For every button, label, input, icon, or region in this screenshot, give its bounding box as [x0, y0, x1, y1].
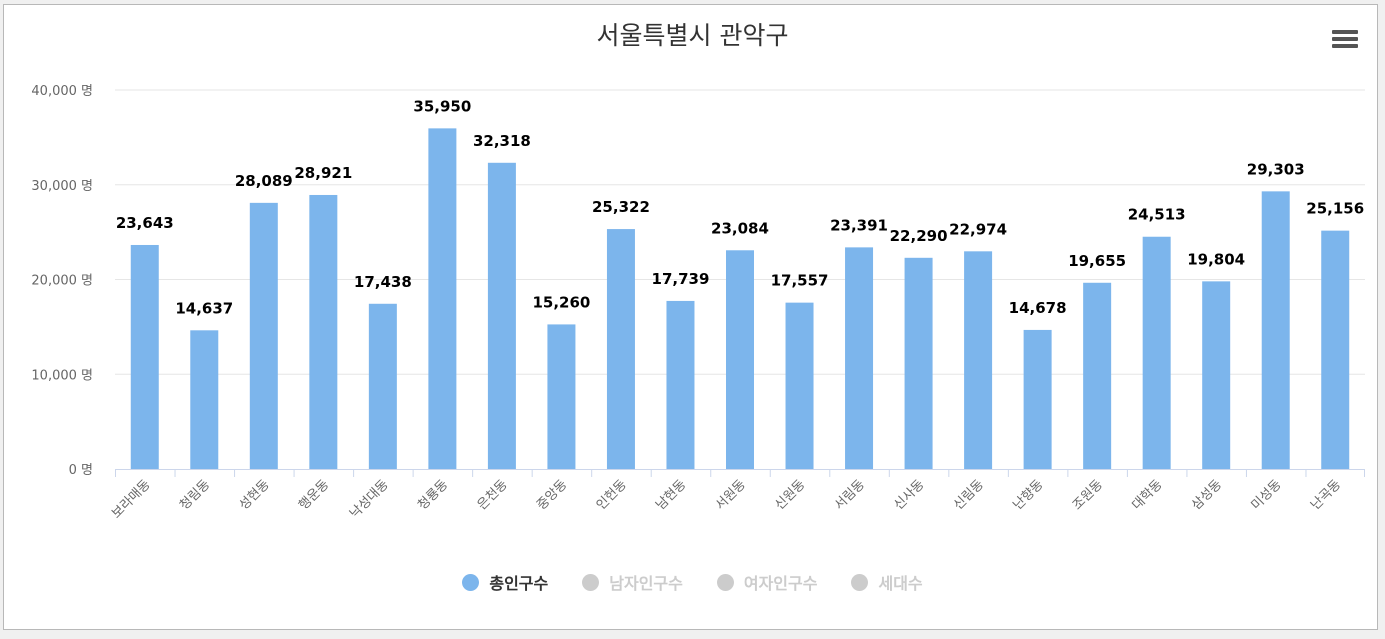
- x-tick-label: 은천동: [475, 477, 511, 513]
- x-tick-label: 서림동: [832, 477, 868, 513]
- x-tick-label: 성현동: [237, 477, 273, 513]
- x-tick-label: 조원동: [1070, 477, 1106, 513]
- bar[interactable]: [904, 257, 933, 469]
- data-label: 22,974: [949, 220, 1007, 238]
- legend-item[interactable]: 총인구수: [462, 570, 548, 594]
- bar[interactable]: [368, 303, 397, 469]
- y-tick-label: 40,000 명: [31, 84, 93, 99]
- x-tick-label: 대학동: [1130, 477, 1166, 513]
- data-label: 17,739: [652, 270, 710, 288]
- legend-item[interactable]: 세대수: [851, 570, 923, 594]
- data-label: 22,290: [890, 227, 948, 245]
- bar[interactable]: [1142, 236, 1171, 469]
- bar[interactable]: [726, 250, 754, 469]
- bar[interactable]: [130, 244, 159, 469]
- data-label: 32,318: [473, 132, 531, 150]
- legend-item[interactable]: 남자인구수: [582, 570, 683, 594]
- x-tick-label: 삼성동: [1189, 477, 1225, 513]
- data-label: 19,804: [1187, 250, 1245, 268]
- data-label: 14,678: [1009, 299, 1067, 317]
- legend-label: 여자인구수: [743, 574, 818, 593]
- data-label: 19,655: [1068, 252, 1126, 270]
- data-label: 17,557: [771, 272, 829, 290]
- y-tick-label: 20,000 명: [31, 274, 93, 289]
- x-tick-label: 미성동: [1249, 477, 1285, 513]
- bar[interactable]: [190, 330, 219, 469]
- x-tick-label: 신림동: [951, 477, 987, 513]
- data-label: 17,438: [354, 273, 412, 291]
- data-label: 23,643: [116, 214, 174, 232]
- legend-label: 세대수: [878, 574, 923, 593]
- bar[interactable]: [1321, 230, 1350, 469]
- x-tick-label: 신원동: [772, 477, 808, 513]
- bar[interactable]: [666, 300, 695, 469]
- legend-item[interactable]: 여자인구수: [716, 570, 818, 594]
- legend-dot-icon: [462, 573, 480, 591]
- data-label: 35,950: [413, 97, 471, 115]
- data-label: 28,089: [235, 172, 293, 190]
- bar[interactable]: [547, 324, 576, 469]
- bar[interactable]: [1202, 281, 1231, 469]
- legend: 총인구수 남자인구수 여자인구수 세대수: [0, 570, 1385, 594]
- x-tick-label: 중앙동: [534, 477, 570, 513]
- data-label: 28,921: [294, 164, 352, 182]
- y-tick-label: 30,000 명: [31, 179, 93, 194]
- x-tick-label: 행운동: [295, 476, 332, 513]
- data-label: 24,513: [1128, 206, 1186, 224]
- hamburger-menu-icon[interactable]: [1330, 28, 1360, 54]
- y-axis-labels: 0 명 10,000 명 20,000 명 30,000 명 40,000 명: [31, 84, 93, 478]
- x-tick-label: 신사동: [891, 477, 927, 513]
- x-tick-label: 난곡동: [1308, 477, 1344, 513]
- data-label: 23,391: [830, 216, 888, 234]
- legend-dot-icon: [582, 573, 600, 591]
- bar[interactable]: [785, 302, 814, 469]
- x-tick-label: 낙성대동: [347, 477, 391, 521]
- y-tick-label: 0 명: [69, 463, 93, 478]
- legend-dot-icon: [851, 573, 869, 591]
- bar[interactable]: [309, 194, 338, 470]
- data-label: 14,637: [175, 299, 233, 317]
- data-labels: 23,643 14,637 28,089 28,921 17,438 35,95032,3…: [116, 97, 1364, 317]
- x-tick-label: 보라매동: [109, 477, 153, 521]
- bar[interactable]: [1261, 191, 1290, 470]
- x-tick-label: 청룡동: [415, 477, 451, 513]
- bar[interactable]: [964, 251, 993, 469]
- bar[interactable]: [845, 247, 874, 469]
- x-tick-label: 난향동: [1010, 477, 1046, 513]
- x-tick-label: 서원동: [713, 477, 749, 513]
- legend-dot-icon: [716, 573, 734, 591]
- data-label: 29,303: [1247, 160, 1305, 178]
- bar-series: [130, 128, 1350, 470]
- bar[interactable]: [428, 128, 457, 469]
- x-tick-label: 인헌동: [594, 477, 630, 513]
- legend-label: 남자인구수: [609, 574, 683, 593]
- data-label: 15,260: [532, 293, 590, 311]
- y-tick-label: 10,000 명: [31, 368, 93, 383]
- chart-title: 서울특별시 관악구: [596, 21, 789, 50]
- bar[interactable]: [249, 202, 278, 469]
- bar[interactable]: [1023, 329, 1052, 469]
- data-label: 25,156: [1306, 200, 1364, 218]
- bar[interactable]: [487, 162, 516, 469]
- bar[interactable]: [1083, 282, 1112, 469]
- bar[interactable]: [606, 229, 635, 469]
- data-label: 23,084: [711, 219, 769, 237]
- x-axis: 보라매동 청림동 성현동 행운동 낙성대동 청룡동 은천동 중앙동 인헌동 남현동 서원동 신원동 서림…: [109, 469, 1365, 522]
- legend-label: 총인구수: [489, 574, 549, 593]
- x-tick-label: 청림동: [177, 477, 213, 513]
- x-tick-label: 남현동: [653, 477, 689, 513]
- data-label: 25,322: [592, 198, 650, 216]
